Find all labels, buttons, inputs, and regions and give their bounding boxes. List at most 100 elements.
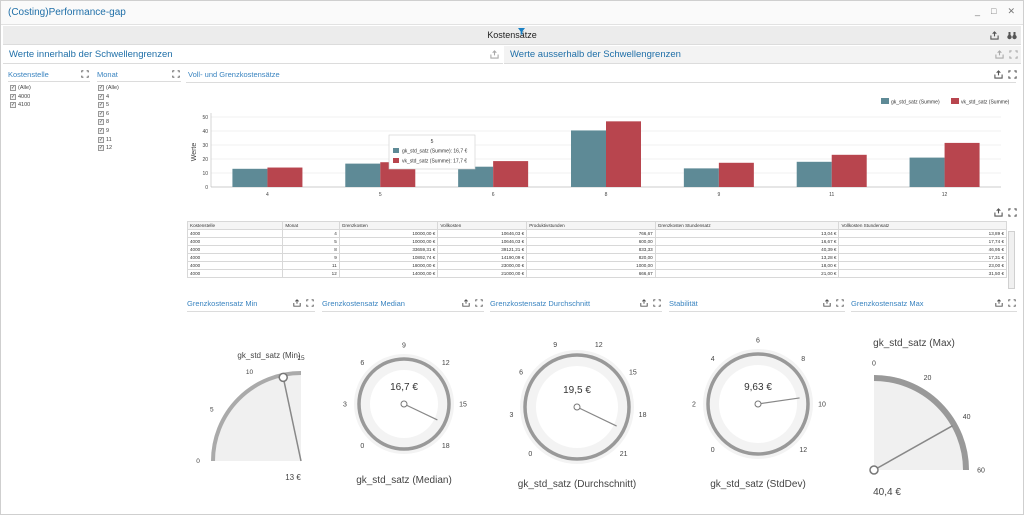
y-tick-label: 0 — [205, 185, 208, 191]
divider — [186, 82, 1016, 83]
gauge-needle-cap — [573, 403, 581, 411]
table-row[interactable]: 4000 12 14000,00 €21000,00 €666,67 21,00 €3… — [186, 269, 1007, 278]
export-icon[interactable] — [994, 70, 1003, 79]
monat-checkbox[interactable]: ✓ 6 — [98, 110, 109, 118]
table-scrollbar[interactable] — [1008, 231, 1015, 289]
export-icon[interactable] — [990, 31, 999, 40]
table-row[interactable]: 4000 4 10000,00 €10646,03 €766,67 13,04 €13… — [186, 229, 1007, 238]
tooltip-line: gk_std_satz (Summe): 16,7 € — [402, 149, 468, 155]
minimize-button[interactable]: _ — [975, 6, 981, 16]
maximize-icon[interactable] — [1008, 208, 1017, 217]
gauge-tick-label: 21 — [620, 451, 628, 458]
kostenstelle-checkbox[interactable]: ✓ 4000 — [10, 93, 30, 101]
maximize-icon[interactable] — [1009, 50, 1018, 59]
table-cell: 820,00 — [526, 253, 656, 262]
restore-button[interactable]: □ — [991, 6, 997, 16]
export-icon[interactable] — [994, 208, 1003, 217]
close-button[interactable]: ✕ — [1007, 6, 1015, 16]
kostenstelle-filter-title: Kostenstelle — [8, 70, 49, 79]
inside-threshold-title: Werte innerhalb der Schwellengrenzen — [9, 49, 173, 60]
export-icon[interactable] — [640, 299, 648, 307]
export-icon[interactable] — [995, 299, 1003, 307]
table-column-header[interactable]: Produktivstunden — [526, 221, 656, 230]
maximize-icon[interactable] — [81, 70, 89, 78]
gauge-tick-label: 15 — [629, 369, 637, 376]
table-column-header[interactable]: Vollkosten Stundensatz — [838, 221, 1007, 230]
export-icon[interactable] — [490, 50, 499, 59]
filter-bar-label[interactable]: Kostensätze — [487, 30, 537, 40]
table-cell: 39121,21 € — [437, 245, 528, 254]
monat-checkbox[interactable]: ✓ 8 — [98, 118, 109, 126]
table-cell: 10646,03 € — [437, 229, 528, 238]
gauge-tile-title: Grenzkostensatz Durchschnitt — [490, 299, 591, 308]
table-column-header[interactable]: Vollkosten — [437, 221, 528, 230]
monat-checkbox-label: 6 — [106, 110, 110, 117]
window-title: (Costing)Performance-gap — [8, 7, 126, 18]
table-cell: 766,67 — [526, 229, 656, 238]
gauge-tick-label: 9 — [402, 343, 406, 350]
export-icon[interactable] — [995, 50, 1004, 59]
maximize-icon[interactable] — [172, 70, 180, 78]
maximize-icon[interactable] — [653, 299, 661, 307]
export-icon[interactable] — [823, 299, 831, 307]
maximize-icon[interactable] — [1008, 299, 1016, 307]
table-row[interactable]: 4000 11 18000,00 €23000,00 €1000,00 18,00 €… — [186, 261, 1007, 270]
table-column-header[interactable]: Grenzkosten — [338, 221, 439, 230]
filter-icon[interactable] — [518, 28, 525, 35]
monat-checkbox[interactable]: ✓ (Alle) — [98, 84, 119, 92]
kostenstelle-checkbox[interactable]: ✓ (Alle) — [10, 84, 31, 92]
table-column-header[interactable]: Kostenstelle — [186, 221, 284, 230]
gauge-label: gk_std_satz (Max) — [873, 338, 955, 349]
gauge-needle — [873, 425, 953, 471]
table-cell: 8 — [282, 245, 340, 254]
table-cell: 13,28 € — [654, 253, 840, 262]
bar — [718, 162, 754, 187]
table-row[interactable]: 4000 9 10892,74 €14190,09 €820,00 13,28 €17… — [186, 253, 1007, 262]
table-header-row: Kostenstelle Monat Grenzkosten Vollkosten Pr… — [186, 221, 1007, 230]
table-column-header[interactable]: Grenzkosten Stundensatz — [654, 221, 840, 230]
check-icon: ✓ — [98, 119, 104, 126]
table-column-header[interactable]: Monat — [282, 221, 340, 230]
divider — [97, 81, 181, 82]
monat-checkbox[interactable]: ✓ 4 — [98, 93, 109, 101]
maximize-icon[interactable] — [475, 299, 483, 307]
gauge-tick-label: 4 — [711, 356, 715, 363]
gauge-tick-label: 10 — [818, 402, 826, 409]
monat-checkbox[interactable]: ✓ 9 — [98, 127, 109, 135]
gauge-label: gk_std_satz (StdDev) — [710, 479, 806, 490]
gauge-value: 13 € — [285, 473, 301, 482]
maximize-icon[interactable] — [1008, 70, 1017, 79]
table-cell: 46,95 € — [838, 245, 1007, 254]
monat-checkbox[interactable]: ✓ 11 — [98, 136, 112, 144]
table-cell: 666,67 — [526, 269, 656, 278]
export-icon[interactable] — [462, 299, 470, 307]
table-row[interactable]: 4000 5 10000,00 €10646,03 €600,00 16,67 €17… — [186, 237, 1007, 246]
y-axis-label: Werte — [191, 143, 198, 162]
title-bar: (Costing)Performance-gap _ □ ✕ — [1, 1, 1023, 25]
check-icon: ✓ — [98, 136, 104, 143]
check-icon: ✓ — [10, 93, 16, 100]
monat-checkbox[interactable]: ✓ 5 — [98, 101, 109, 109]
kostenstelle-checkbox[interactable]: ✓ 4100 — [10, 101, 30, 109]
gauge-tick-label: 6 — [519, 369, 523, 376]
check-icon: ✓ — [98, 110, 104, 117]
data-table: Kostenstelle Monat Grenzkosten Vollkosten Pr… — [186, 221, 1007, 278]
gauge-needle — [576, 406, 617, 427]
gauge-scale — [706, 352, 810, 456]
bar — [831, 154, 867, 187]
gauge-needle-cap — [278, 372, 288, 383]
x-tick-label: 12 — [942, 192, 948, 198]
gauge-needle-cap — [754, 400, 762, 408]
export-icon[interactable] — [293, 299, 301, 307]
bar — [683, 168, 719, 187]
check-icon: ✓ — [98, 93, 104, 100]
maximize-icon[interactable] — [836, 299, 844, 307]
table-row[interactable]: 4000 8 33659,31 €39121,21 €833,33 40,39 €46… — [186, 245, 1007, 254]
gauge-tick-label: 0 — [528, 451, 532, 458]
bar — [909, 157, 945, 187]
binoculars-icon[interactable] — [1007, 31, 1017, 40]
monat-checkbox[interactable]: ✓ 12 — [98, 144, 112, 152]
table-cell: 40,39 € — [654, 245, 840, 254]
maximize-icon[interactable] — [306, 299, 314, 307]
tooltip-line: vk_std_satz (Summe): 17,7 € — [402, 159, 467, 165]
